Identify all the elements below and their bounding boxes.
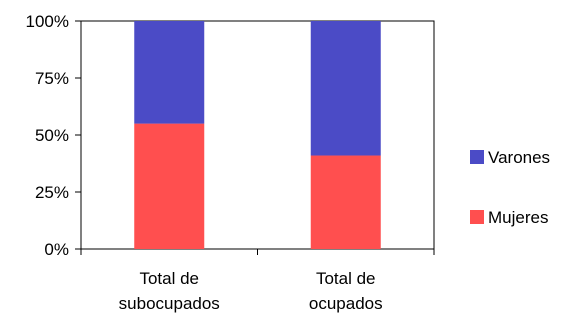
x-category-label-line: subocupados: [119, 294, 220, 313]
legend-label-mujeres: Mujeres: [488, 208, 548, 227]
x-axis: Total de subocupados Total de ocupados: [80, 249, 435, 313]
legend: Varones Mujeres: [470, 148, 550, 227]
bar-mujeres-0: [134, 123, 205, 249]
bar-varones-1: [310, 21, 381, 156]
y-axis: 0% 25% 50% 75% 100%: [26, 12, 81, 259]
bars-group: [134, 21, 381, 249]
x-category-label: Total de ocupados: [309, 269, 383, 313]
y-tick-label: 0%: [44, 240, 69, 259]
x-category-label-line: ocupados: [309, 294, 383, 313]
bar-varones-0: [134, 21, 205, 124]
y-tick-label: 75%: [35, 69, 69, 88]
y-tick-label: 100%: [26, 12, 69, 31]
x-category-label-line: Total de: [316, 269, 376, 288]
y-tick-label: 50%: [35, 126, 69, 145]
y-tick-label: 25%: [35, 183, 69, 202]
x-category-label: Total de subocupados: [119, 269, 220, 313]
x-category-label-line: Total de: [139, 269, 199, 288]
legend-swatch-varones: [470, 150, 484, 164]
legend-swatch-mujeres: [470, 210, 484, 224]
legend-label-varones: Varones: [488, 148, 550, 167]
bar-mujeres-1: [310, 155, 381, 249]
plot-area: [80, 20, 435, 250]
